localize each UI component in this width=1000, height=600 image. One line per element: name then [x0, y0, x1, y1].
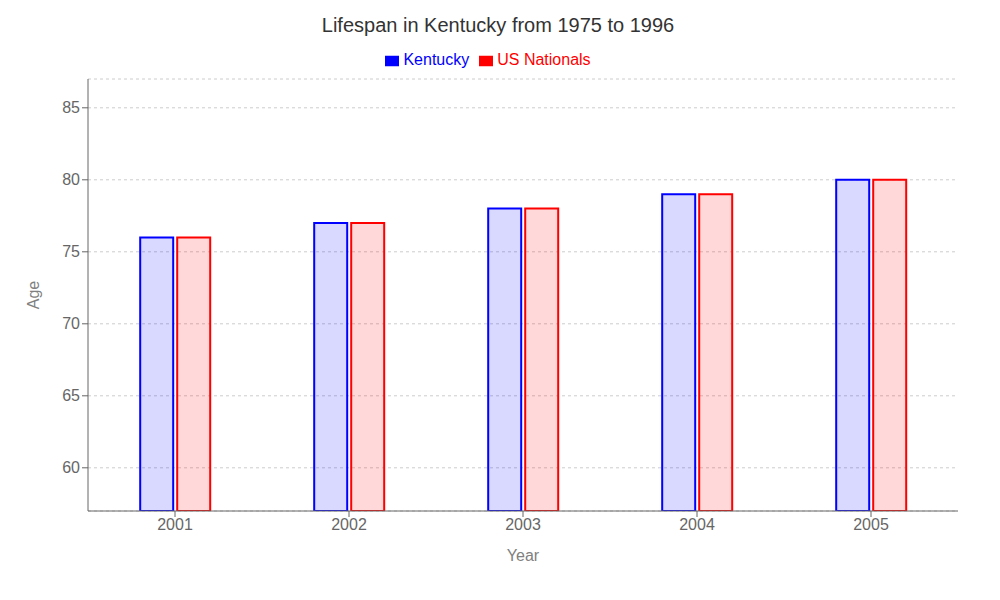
svg-text:2004: 2004: [679, 516, 715, 533]
svg-text:65: 65: [62, 387, 80, 404]
svg-text:85: 85: [62, 99, 80, 116]
html-text:Kentucky: Kentucky: [403, 51, 470, 68]
svg-text:2005: 2005: [853, 516, 889, 533]
svg-text:2002: 2002: [331, 516, 367, 533]
svg-text:2003: 2003: [505, 516, 541, 533]
svg-text:70: 70: [62, 315, 80, 332]
svg-text:60: 60: [62, 459, 80, 476]
svg-text:Year: Year: [507, 547, 540, 564]
html-text:Lifespan in Kentucky from 1975: Lifespan in Kentucky from 1975 to 1996: [321, 14, 675, 36]
svg-text:75: 75: [62, 243, 80, 260]
svg-text:80: 80: [62, 171, 80, 188]
svg-text:2001: 2001: [157, 516, 193, 533]
html-text:US Nationals: US Nationals: [497, 51, 591, 68]
svg-text:Age: Age: [25, 281, 42, 310]
